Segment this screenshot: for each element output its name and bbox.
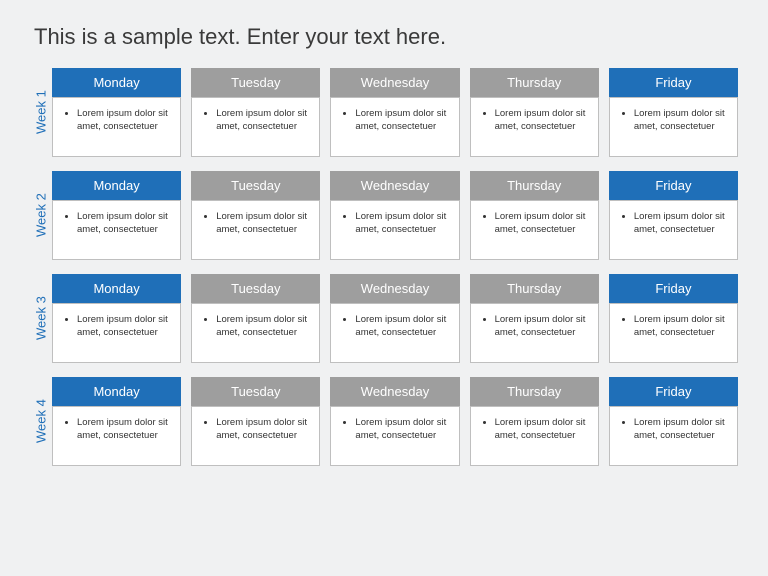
day-cell: Lorem ipsum dolor sit amet, consectetuer [52, 303, 181, 363]
day-header: Wednesday [330, 68, 459, 97]
cell-text: Lorem ipsum dolor sit amet, consectetuer [216, 211, 311, 237]
cell-text: Lorem ipsum dolor sit amet, consectetuer [216, 417, 311, 443]
page-title: This is a sample text. Enter your text h… [34, 24, 738, 50]
day-col-tuesday: Tuesday Lorem ipsum dolor sit amet, cons… [191, 68, 320, 157]
day-cell: Lorem ipsum dolor sit amet, consectetuer [191, 303, 320, 363]
day-col-tuesday: Tuesday Lorem ipsum dolor sit amet, cons… [191, 171, 320, 260]
day-header: Thursday [470, 171, 599, 200]
cell-text: Lorem ipsum dolor sit amet, consectetuer [634, 314, 729, 340]
day-col-monday: Monday Lorem ipsum dolor sit amet, conse… [52, 68, 181, 157]
day-header: Thursday [470, 274, 599, 303]
day-cell: Lorem ipsum dolor sit amet, consectetuer [330, 97, 459, 157]
day-cell: Lorem ipsum dolor sit amet, consectetuer [191, 200, 320, 260]
day-col-wednesday: Wednesday Lorem ipsum dolor sit amet, co… [330, 274, 459, 363]
day-col-monday: Monday Lorem ipsum dolor sit amet, conse… [52, 171, 181, 260]
week-label: Week 3 [30, 274, 52, 363]
day-cell: Lorem ipsum dolor sit amet, consectetuer [330, 406, 459, 466]
cell-text: Lorem ipsum dolor sit amet, consectetuer [634, 211, 729, 237]
day-header: Tuesday [191, 171, 320, 200]
day-cell: Lorem ipsum dolor sit amet, consectetuer [470, 200, 599, 260]
week-label: Week 1 [30, 68, 52, 157]
day-col-thursday: Thursday Lorem ipsum dolor sit amet, con… [470, 171, 599, 260]
schedule-grid: Week 1 Monday Lorem ipsum dolor sit amet… [30, 68, 738, 466]
day-header: Thursday [470, 68, 599, 97]
cell-text: Lorem ipsum dolor sit amet, consectetuer [495, 314, 590, 340]
day-cell: Lorem ipsum dolor sit amet, consectetuer [52, 97, 181, 157]
day-cell: Lorem ipsum dolor sit amet, consectetuer [609, 406, 738, 466]
week-row: Week 1 Monday Lorem ipsum dolor sit amet… [30, 68, 738, 157]
cell-text: Lorem ipsum dolor sit amet, consectetuer [77, 314, 172, 340]
cell-text: Lorem ipsum dolor sit amet, consectetuer [355, 211, 450, 237]
day-col-monday: Monday Lorem ipsum dolor sit amet, conse… [52, 377, 181, 466]
day-header: Friday [609, 171, 738, 200]
day-header: Monday [52, 68, 181, 97]
cell-text: Lorem ipsum dolor sit amet, consectetuer [634, 108, 729, 134]
day-col-friday: Friday Lorem ipsum dolor sit amet, conse… [609, 171, 738, 260]
day-header: Tuesday [191, 377, 320, 406]
day-header: Monday [52, 171, 181, 200]
day-col-friday: Friday Lorem ipsum dolor sit amet, conse… [609, 68, 738, 157]
week-row: Week 4 Monday Lorem ipsum dolor sit amet… [30, 377, 738, 466]
day-cell: Lorem ipsum dolor sit amet, consectetuer [470, 97, 599, 157]
day-col-monday: Monday Lorem ipsum dolor sit amet, conse… [52, 274, 181, 363]
day-col-wednesday: Wednesday Lorem ipsum dolor sit amet, co… [330, 171, 459, 260]
cell-text: Lorem ipsum dolor sit amet, consectetuer [495, 417, 590, 443]
day-col-tuesday: Tuesday Lorem ipsum dolor sit amet, cons… [191, 274, 320, 363]
day-header: Tuesday [191, 274, 320, 303]
day-cell: Lorem ipsum dolor sit amet, consectetuer [52, 406, 181, 466]
day-cell: Lorem ipsum dolor sit amet, consectetuer [470, 406, 599, 466]
cell-text: Lorem ipsum dolor sit amet, consectetuer [216, 108, 311, 134]
cell-text: Lorem ipsum dolor sit amet, consectetuer [77, 417, 172, 443]
day-cell: Lorem ipsum dolor sit amet, consectetuer [470, 303, 599, 363]
day-cell: Lorem ipsum dolor sit amet, consectetuer [330, 303, 459, 363]
day-col-thursday: Thursday Lorem ipsum dolor sit amet, con… [470, 274, 599, 363]
day-cell: Lorem ipsum dolor sit amet, consectetuer [330, 200, 459, 260]
cell-text: Lorem ipsum dolor sit amet, consectetuer [77, 108, 172, 134]
cell-text: Lorem ipsum dolor sit amet, consectetuer [216, 314, 311, 340]
week-days: Monday Lorem ipsum dolor sit amet, conse… [52, 274, 738, 363]
day-header: Friday [609, 274, 738, 303]
cell-text: Lorem ipsum dolor sit amet, consectetuer [495, 211, 590, 237]
day-header: Friday [609, 377, 738, 406]
day-col-wednesday: Wednesday Lorem ipsum dolor sit amet, co… [330, 68, 459, 157]
week-label: Week 4 [30, 377, 52, 466]
day-cell: Lorem ipsum dolor sit amet, consectetuer [191, 97, 320, 157]
cell-text: Lorem ipsum dolor sit amet, consectetuer [355, 417, 450, 443]
day-col-wednesday: Wednesday Lorem ipsum dolor sit amet, co… [330, 377, 459, 466]
cell-text: Lorem ipsum dolor sit amet, consectetuer [634, 417, 729, 443]
week-label: Week 2 [30, 171, 52, 260]
day-cell: Lorem ipsum dolor sit amet, consectetuer [609, 97, 738, 157]
cell-text: Lorem ipsum dolor sit amet, consectetuer [355, 108, 450, 134]
day-col-tuesday: Tuesday Lorem ipsum dolor sit amet, cons… [191, 377, 320, 466]
cell-text: Lorem ipsum dolor sit amet, consectetuer [77, 211, 172, 237]
day-header: Tuesday [191, 68, 320, 97]
day-header: Monday [52, 274, 181, 303]
week-days: Monday Lorem ipsum dolor sit amet, conse… [52, 171, 738, 260]
cell-text: Lorem ipsum dolor sit amet, consectetuer [355, 314, 450, 340]
day-col-thursday: Thursday Lorem ipsum dolor sit amet, con… [470, 377, 599, 466]
day-cell: Lorem ipsum dolor sit amet, consectetuer [52, 200, 181, 260]
day-col-friday: Friday Lorem ipsum dolor sit amet, conse… [609, 377, 738, 466]
day-cell: Lorem ipsum dolor sit amet, consectetuer [191, 406, 320, 466]
day-header: Friday [609, 68, 738, 97]
day-header: Wednesday [330, 377, 459, 406]
cell-text: Lorem ipsum dolor sit amet, consectetuer [495, 108, 590, 134]
week-days: Monday Lorem ipsum dolor sit amet, conse… [52, 68, 738, 157]
day-header: Wednesday [330, 274, 459, 303]
day-col-thursday: Thursday Lorem ipsum dolor sit amet, con… [470, 68, 599, 157]
week-days: Monday Lorem ipsum dolor sit amet, conse… [52, 377, 738, 466]
day-header: Thursday [470, 377, 599, 406]
week-row: Week 2 Monday Lorem ipsum dolor sit amet… [30, 171, 738, 260]
day-header: Monday [52, 377, 181, 406]
day-cell: Lorem ipsum dolor sit amet, consectetuer [609, 303, 738, 363]
week-row: Week 3 Monday Lorem ipsum dolor sit amet… [30, 274, 738, 363]
day-header: Wednesday [330, 171, 459, 200]
day-col-friday: Friday Lorem ipsum dolor sit amet, conse… [609, 274, 738, 363]
day-cell: Lorem ipsum dolor sit amet, consectetuer [609, 200, 738, 260]
